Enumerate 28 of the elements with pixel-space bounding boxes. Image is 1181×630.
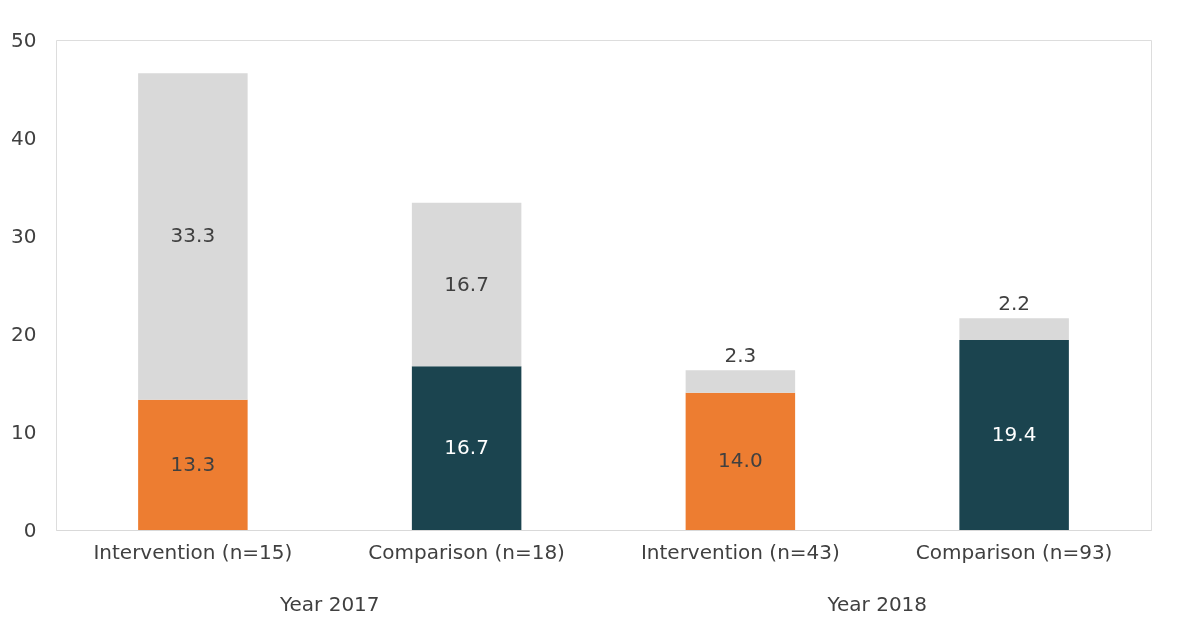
bar — [411, 202, 522, 367]
data-label: 19.4 — [991, 421, 1037, 446]
text: Year 2017 — [278, 592, 380, 616]
y-tick-label: 0 — [23, 517, 37, 542]
bar — [411, 366, 522, 530]
bar — [685, 392, 796, 530]
x-tick-label: Intervention (n=43) — [640, 539, 840, 564]
bar — [138, 399, 248, 530]
bar — [959, 318, 1069, 340]
x-tick-label: Comparison (n=18) — [368, 539, 565, 564]
bar — [138, 73, 248, 400]
x-tick-label: Comparison (n=93) — [915, 539, 1113, 564]
bar — [685, 370, 796, 393]
data-label: 33.3 — [170, 223, 216, 248]
y-tick-label: 50 — [11, 27, 37, 52]
data-label: 2.2 — [998, 291, 1031, 316]
bar — [959, 339, 1069, 530]
text: Year 2018 — [826, 592, 928, 616]
y-tick-label: 20 — [11, 321, 37, 346]
y-tick-label: 40 — [11, 125, 37, 150]
data-label: 14.0 — [718, 448, 763, 473]
x-tick-label: Intervention (n=15) — [93, 539, 293, 564]
data-label: 13.3 — [170, 451, 216, 476]
data-label: 16.7 — [444, 271, 489, 296]
y-tick-label: 30 — [11, 223, 37, 248]
y-tick-label: 10 — [11, 419, 37, 444]
data-label: 16.7 — [444, 435, 489, 460]
data-label: 2.3 — [724, 343, 757, 368]
